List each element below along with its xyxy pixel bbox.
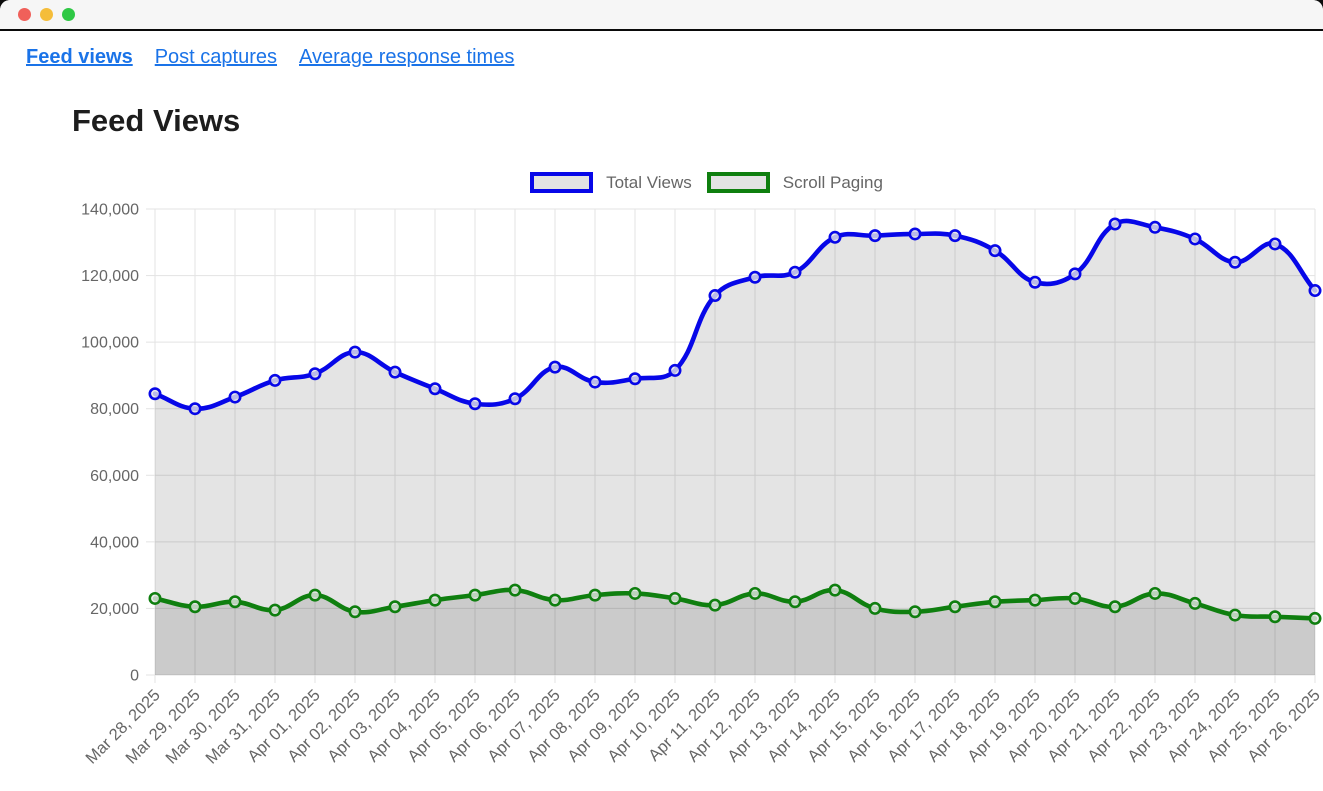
area-fill-scroll-paging <box>155 589 1315 675</box>
minimize-button[interactable] <box>40 8 53 21</box>
nav-link-feed-views[interactable]: Feed views <box>26 46 133 68</box>
y-axis-labels: 0 20,000 40,000 60,000 80,000 100,000 120,000 1… <box>81 202 139 685</box>
page-title: Feed Views <box>72 103 241 138</box>
nav-link-post-captures[interactable]: Post captures <box>154 46 278 68</box>
svg-text:20,000: 20,000 <box>90 601 139 618</box>
total-views-legend-label: Total Views <box>606 172 692 192</box>
close-button[interactable] <box>18 8 31 21</box>
area-fill-total-views <box>155 220 1315 675</box>
total-views-swatch <box>530 172 594 193</box>
svg-text:80,000: 80,000 <box>90 401 139 418</box>
chart-legend: Total Views Scroll Paging <box>90 172 1323 193</box>
svg-text:60,000: 60,000 <box>90 468 139 485</box>
legend-item-total-views[interactable]: Total Views <box>530 172 692 193</box>
window-titlebar <box>0 0 1323 31</box>
svg-text:0: 0 <box>130 668 139 685</box>
total-views-markers <box>148 217 1322 416</box>
maximize-button[interactable] <box>62 8 75 21</box>
top-nav: Feed views Post captures Average respons… <box>0 31 1323 69</box>
svg-text:100,000: 100,000 <box>81 335 139 352</box>
svg-text:40,000: 40,000 <box>90 534 139 551</box>
scroll-paging-legend-label: Scroll Paging <box>782 172 883 192</box>
nav-link-average-response-times[interactable]: Average response times <box>299 46 515 68</box>
svg-text:140,000: 140,000 <box>81 202 139 219</box>
feed-views-chart: Total Views Scroll Paging 0 20,000 40,000 6… <box>0 165 1323 791</box>
chart-plot-area[interactable]: 0 20,000 40,000 60,000 80,000 100,000 120,000 1… <box>0 165 1323 791</box>
scroll-paging-swatch <box>706 172 770 193</box>
svg-text:120,000: 120,000 <box>81 268 139 285</box>
scroll-paging-markers <box>148 583 1322 625</box>
legend-item-scroll-paging[interactable]: Scroll Paging <box>706 172 883 193</box>
